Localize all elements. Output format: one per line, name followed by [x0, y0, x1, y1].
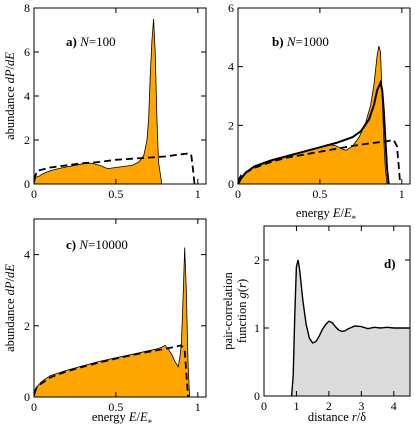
panel-a-xtick-label: 1: [195, 187, 201, 201]
panel-b-label: b) N=1000: [272, 34, 329, 49]
panel-a-ytick-label: 2: [24, 133, 30, 147]
panel-a-ytick-label: 6: [24, 45, 30, 59]
panel-a-xtick-label: 0: [31, 187, 37, 201]
panel-a-series-1-dashed: [33, 152, 196, 185]
panel-b-frame: [237, 7, 411, 185]
panel-d-frame: [263, 225, 411, 397]
panel-a-ytick-label: 0: [24, 177, 30, 191]
panel-a-ytick-label: 4: [24, 89, 30, 103]
panel-d: 0 1 2 3 4 0 1 2 d) pair-correlation function g(…: [221, 225, 411, 424]
panel-a-ytick-label: 8: [24, 1, 30, 15]
panel-b-xtick-label: 0.5: [312, 187, 327, 201]
panel-b-xtick-label: 1: [399, 187, 405, 201]
panel-c: 0 0.5 1 0 2 4 c) N=10000 abundance dP/dE ener…: [3, 218, 207, 427]
panel-b: 0 0.5 1 0 2 4 6 b) N=1000 energy E/E*: [228, 1, 411, 224]
panel-a-series-0-line: [33, 18, 163, 185]
panel-b-ytick-label: 4: [228, 60, 234, 74]
panel-b-ytick-label: 6: [228, 1, 234, 15]
panel-b-xlabel: energy E/E*: [296, 206, 357, 224]
panel-c-frame: [33, 218, 207, 398]
panel-c-xlabel: energy E/E*: [92, 410, 153, 427]
panel-b-series-1-bold: [237, 79, 390, 185]
panel-a-frame: [33, 7, 207, 185]
panel-d-xtick-label: 1: [293, 399, 299, 413]
panel-d-xtick-label: 3: [358, 399, 364, 413]
panel-a-ylabel: abundance dP/dE: [3, 52, 17, 140]
panel-b-series-2-dashed: [237, 138, 402, 185]
panel-a-label: a) N=100: [66, 34, 116, 49]
panel-d-ytick-label: 1: [254, 321, 260, 335]
panel-d-ylabel-line1: pair-correlation: [221, 272, 235, 350]
panel-b-ytick-label: 2: [228, 118, 234, 132]
panel-b-ytick-label: 0: [228, 177, 234, 191]
panel-d-ylabel-line2: function g(r): [235, 279, 249, 343]
panel-c-label: c) N=10000: [66, 237, 128, 252]
panel-d-ytick-label: 0: [254, 389, 260, 403]
panel-b-xtick-label: 0: [235, 187, 241, 201]
panel-c-xtick-label: 1: [195, 400, 201, 414]
panel-d-ytick-label: 2: [254, 253, 260, 267]
panel-c-series-0-line: [33, 247, 190, 398]
panel-b-series-0-area: [238, 46, 388, 184]
panel-c-series-0-area: [34, 247, 190, 397]
panel-d-xtick-label: 4: [391, 399, 397, 413]
panel-c-ylabel: abundance dP/dE: [3, 264, 17, 352]
panel-d-series-0-line: [290, 259, 410, 397]
panel-c-ytick-label: 2: [24, 319, 30, 333]
panel-c-ytick-label: 0: [24, 390, 30, 404]
panel-d-xtick-label: 2: [326, 399, 332, 413]
panel-c-xtick-label: 0.5: [108, 400, 123, 414]
panel-c-xtick-label: 0: [31, 400, 37, 414]
panel-a: 0 0.5 1 0 2 4 6 8 a) N=100 abundance dP/dE: [3, 1, 207, 201]
panel-d-xtick-label: 0: [261, 399, 267, 413]
panel-d-xlabel: distance r/δ: [308, 410, 366, 424]
panel-c-ytick-label: 4: [24, 248, 30, 262]
panel-a-series-0-area: [34, 19, 162, 184]
panel-a-xtick-label: 0.5: [108, 187, 123, 201]
panel-d-label: d): [384, 256, 396, 271]
